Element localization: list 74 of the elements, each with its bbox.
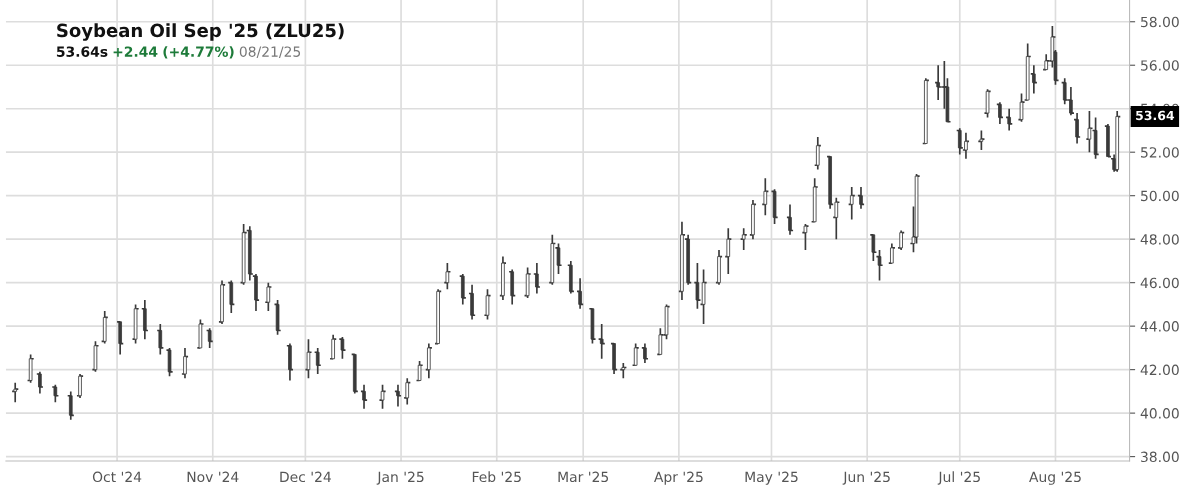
candlestick xyxy=(815,136,820,171)
x-tick-label: May '25 xyxy=(745,471,798,485)
x-tick-label: Feb '25 xyxy=(472,471,521,483)
y-tick-label: 44.00 xyxy=(1140,321,1179,332)
x-tick-label: Jun '25 xyxy=(842,471,890,485)
y-tick-label: 56.00 xyxy=(1141,60,1179,71)
candlestick xyxy=(133,303,138,345)
y-tick-label: 46.00 xyxy=(1140,277,1179,289)
candlestick xyxy=(1019,92,1024,123)
candlestick xyxy=(695,262,700,310)
x-tick-label: Jul '25 xyxy=(937,471,980,485)
y-tick-label: 40.00 xyxy=(1140,408,1179,419)
candlestick xyxy=(266,281,271,312)
candlestick xyxy=(445,262,450,291)
y-tick-label: 52.00 xyxy=(1141,147,1179,158)
candlestick xyxy=(485,288,490,321)
candlestick xyxy=(417,360,422,382)
y-tick-label: 38.00 xyxy=(1141,451,1179,463)
y-tick-label: 50.00 xyxy=(1141,190,1179,202)
x-tick-label: Mar '25 xyxy=(558,471,609,483)
candlestick xyxy=(380,384,385,410)
candlestick xyxy=(229,279,234,314)
candlestick xyxy=(68,390,73,421)
candlestick xyxy=(198,318,203,349)
candlestick xyxy=(1115,110,1120,173)
candlestick xyxy=(599,323,604,360)
candlestick xyxy=(849,186,854,221)
candlestick xyxy=(877,249,882,282)
x-tick-label: Jan '25 xyxy=(376,471,424,485)
candlestick xyxy=(207,327,212,349)
candlestick xyxy=(275,299,280,336)
candlestick xyxy=(772,188,777,225)
candlestick xyxy=(812,177,817,223)
candlestick xyxy=(726,227,731,275)
candlestick xyxy=(525,266,530,299)
candlestick xyxy=(315,347,320,375)
candlestick xyxy=(241,223,246,286)
candlestick xyxy=(93,340,98,373)
y-tick-label: 48.00 xyxy=(1140,234,1179,245)
x-tick-label: Aug '25 xyxy=(1029,471,1081,485)
x-tick-label: Oct '24 xyxy=(92,471,142,483)
text: 53.64 xyxy=(1136,110,1175,121)
text: 53.64s +2.44 (+4.77%) 08/21/25 xyxy=(56,46,301,59)
candlestick xyxy=(803,223,808,251)
candlestick xyxy=(979,129,984,151)
candlestick xyxy=(621,362,626,380)
candlestick xyxy=(167,347,172,377)
y-tick-label: 42.00 xyxy=(1140,364,1179,376)
candlestick xyxy=(741,227,746,251)
y-tick-label: 58.00 xyxy=(1141,16,1179,28)
candlestick xyxy=(352,353,357,395)
candlestick xyxy=(1093,116,1098,160)
candlestick xyxy=(633,342,638,367)
candlestick xyxy=(405,377,410,406)
candlestick xyxy=(340,336,345,360)
candlestick xyxy=(957,127,962,156)
candlestick xyxy=(871,233,876,262)
x-tick-label: Apr '25 xyxy=(654,471,703,485)
candlestick xyxy=(102,310,107,345)
candlestick xyxy=(985,88,990,119)
candlestick xyxy=(306,338,311,380)
candlestick xyxy=(13,381,18,404)
candlestick xyxy=(53,384,58,404)
candlestick xyxy=(763,177,768,217)
candlestick xyxy=(460,273,465,306)
text: Soybean Oil Sep '25 (ZLU25) xyxy=(57,23,344,41)
candlestick xyxy=(701,268,706,325)
x-tick-label: Nov '24 xyxy=(187,471,239,483)
candlestick xyxy=(28,353,33,384)
candlestick xyxy=(1087,110,1092,154)
x-tick-label: Dec '24 xyxy=(280,471,331,483)
candlestick xyxy=(556,242,561,275)
candlestick xyxy=(158,323,163,356)
candlestick xyxy=(590,307,595,345)
